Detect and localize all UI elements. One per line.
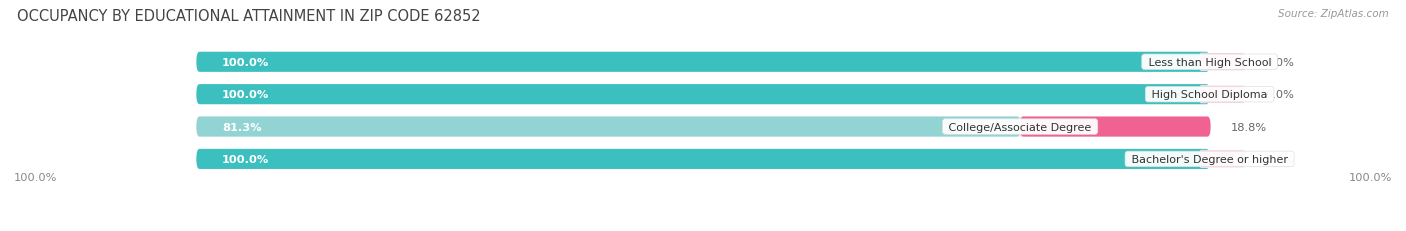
Text: 100.0%: 100.0% xyxy=(222,154,269,164)
Text: 81.3%: 81.3% xyxy=(222,122,262,132)
Text: Bachelor's Degree or higher: Bachelor's Degree or higher xyxy=(1128,154,1291,164)
FancyBboxPatch shape xyxy=(197,117,1209,137)
Text: High School Diploma: High School Diploma xyxy=(1149,90,1271,100)
FancyBboxPatch shape xyxy=(197,117,1021,137)
Text: 100.0%: 100.0% xyxy=(222,58,269,67)
FancyBboxPatch shape xyxy=(197,149,1209,169)
FancyBboxPatch shape xyxy=(197,52,1209,73)
Text: 18.8%: 18.8% xyxy=(1230,122,1267,132)
FancyBboxPatch shape xyxy=(1021,117,1211,137)
Text: 0.0%: 0.0% xyxy=(1265,154,1294,164)
FancyBboxPatch shape xyxy=(1199,86,1246,103)
Text: 100.0%: 100.0% xyxy=(1348,172,1392,182)
Text: 100.0%: 100.0% xyxy=(222,90,269,100)
FancyBboxPatch shape xyxy=(197,85,1209,105)
Text: 0.0%: 0.0% xyxy=(1265,58,1294,67)
FancyBboxPatch shape xyxy=(197,52,1209,73)
Text: Source: ZipAtlas.com: Source: ZipAtlas.com xyxy=(1278,9,1389,19)
FancyBboxPatch shape xyxy=(197,85,1209,105)
FancyBboxPatch shape xyxy=(1199,54,1246,71)
FancyBboxPatch shape xyxy=(1199,151,1246,168)
Text: Less than High School: Less than High School xyxy=(1144,58,1275,67)
Text: 0.0%: 0.0% xyxy=(1265,90,1294,100)
FancyBboxPatch shape xyxy=(197,149,1209,169)
Text: College/Associate Degree: College/Associate Degree xyxy=(945,122,1095,132)
Text: 100.0%: 100.0% xyxy=(14,172,58,182)
Text: OCCUPANCY BY EDUCATIONAL ATTAINMENT IN ZIP CODE 62852: OCCUPANCY BY EDUCATIONAL ATTAINMENT IN Z… xyxy=(17,9,481,24)
